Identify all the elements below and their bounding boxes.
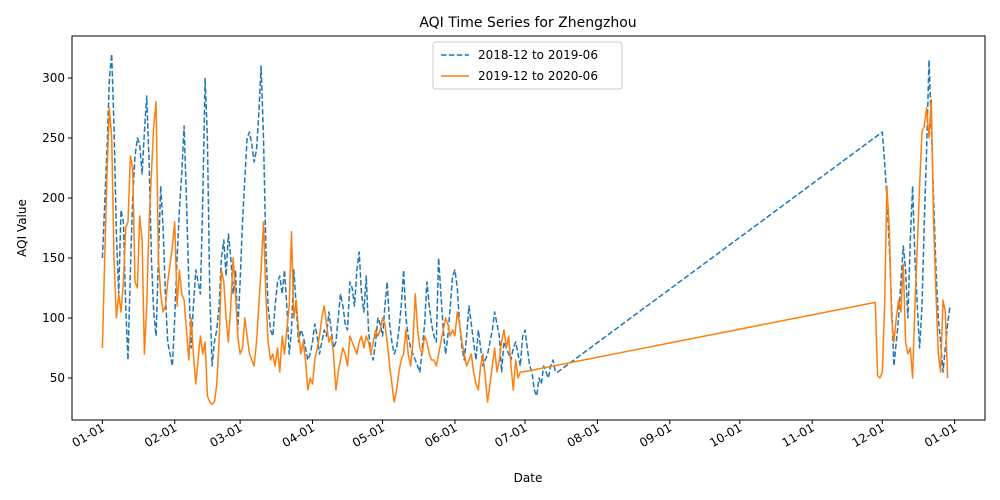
y-tick-label: 250 (42, 131, 65, 145)
plot-frame (71, 35, 986, 421)
legend-label-2019: 2019-12 to 2020-06 (478, 69, 598, 83)
x-axis-label: Date (514, 471, 543, 485)
legend-label-2018: 2018-12 to 2019-06 (478, 48, 598, 62)
y-tick-label: 200 (42, 191, 65, 205)
legend: 2018-12 to 2019-06 2019-12 to 2020-06 (432, 41, 623, 90)
series-line-1 (101, 98, 949, 406)
y-tick-label: 300 (42, 71, 65, 85)
series-layer (101, 53, 951, 406)
series-line-0 (101, 53, 951, 397)
chart-title: AQI Time Series for Zhengzhou (419, 15, 636, 31)
y-tick-label: 100 (42, 311, 65, 325)
y-axis-label: AQI Value (15, 199, 29, 257)
y-tick-label: 150 (42, 251, 65, 265)
legend-box (432, 41, 623, 90)
y-tick-label: 50 (50, 371, 65, 385)
